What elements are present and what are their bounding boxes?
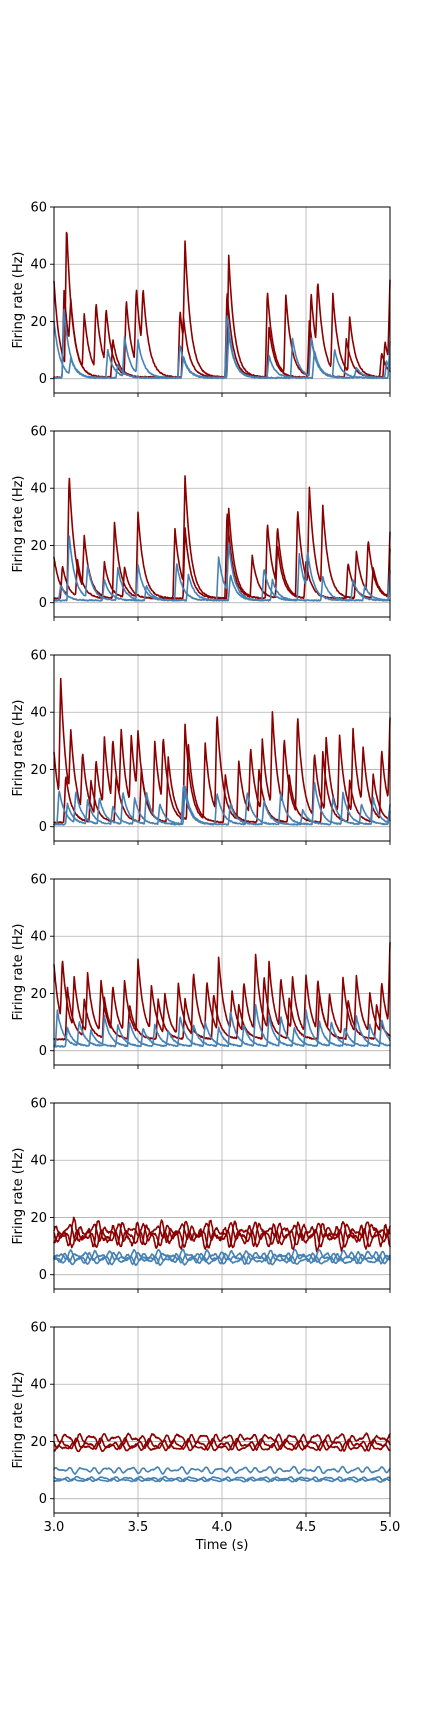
y-axis-label: Firing rate (Hz) (11, 923, 26, 1020)
series-line (53, 1441, 391, 1453)
series-line (53, 1436, 391, 1452)
y-tick-label: 0 (39, 1044, 47, 1059)
y-tick-label: 40 (30, 1154, 47, 1169)
x-tick-label: 5.0 (380, 1520, 401, 1535)
series-line (53, 1015, 391, 1048)
y-tick-label: 20 (30, 315, 47, 330)
series-line (53, 977, 391, 1041)
series-line (53, 1248, 391, 1262)
y-tick-label: 0 (39, 596, 47, 611)
y-tick-label: 40 (30, 482, 47, 497)
series-line (53, 573, 391, 602)
x-tick-label: 3.5 (128, 1520, 149, 1535)
y-tick-label: 60 (30, 1321, 47, 1336)
y-tick-label: 0 (39, 1268, 47, 1283)
y-tick-label: 40 (30, 1378, 47, 1393)
x-axis-label: Time (s) (195, 1538, 249, 1553)
y-tick-label: 0 (39, 372, 47, 387)
y-tick-label: 20 (30, 1435, 47, 1450)
series-line (53, 320, 391, 380)
x-tick-label: 4.0 (212, 1520, 233, 1535)
y-tick-label: 60 (30, 425, 47, 440)
y-tick-label: 60 (30, 873, 47, 888)
y-axis-label: Firing rate (Hz) (11, 1147, 26, 1244)
y-tick-label: 40 (30, 258, 47, 273)
y-tick-label: 60 (30, 649, 47, 664)
series-line (53, 1216, 391, 1253)
x-tick-label: 4.5 (296, 1520, 317, 1535)
series-line (53, 781, 391, 826)
y-tick-label: 0 (39, 1492, 47, 1507)
y-tick-label: 60 (30, 1097, 47, 1112)
y-tick-label: 40 (30, 930, 47, 945)
series-line (53, 1465, 391, 1475)
series-line (53, 941, 391, 1035)
series-line (53, 1432, 391, 1447)
series-line (53, 1250, 391, 1266)
y-axis-label: Firing rate (Hz) (11, 699, 26, 796)
y-axis-label: Firing rate (Hz) (11, 475, 26, 572)
y-tick-label: 20 (30, 763, 47, 778)
series-line (53, 1477, 391, 1483)
series-line (53, 513, 391, 600)
y-tick-label: 20 (30, 1211, 47, 1226)
y-axis-label: Firing rate (Hz) (11, 1371, 26, 1468)
y-tick-label: 20 (30, 987, 47, 1002)
x-tick-label: 3.0 (44, 1520, 65, 1535)
y-axis-label: Firing rate (Hz) (11, 251, 26, 348)
y-tick-label: 60 (30, 201, 47, 216)
series-line (53, 535, 391, 602)
y-tick-label: 20 (30, 539, 47, 554)
series-line (53, 1004, 391, 1048)
y-tick-label: 40 (30, 706, 47, 721)
y-tick-label: 0 (39, 820, 47, 835)
series-line (53, 785, 391, 826)
